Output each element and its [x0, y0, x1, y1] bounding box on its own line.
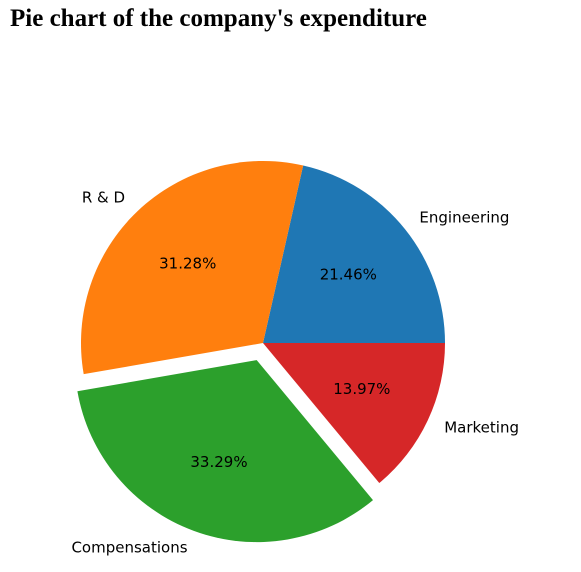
slice-label: Compensations	[71, 538, 187, 556]
pie-slice	[77, 360, 373, 543]
slice-label: Marketing	[444, 419, 519, 437]
slice-label: Engineering	[419, 209, 509, 227]
percent-label: 13.97%	[333, 380, 390, 398]
pie-slice	[80, 161, 304, 375]
chart-title: Pie chart of the company's expenditure	[10, 5, 427, 32]
pie-slice	[263, 165, 445, 343]
percent-label: 33.29%	[190, 453, 247, 471]
pie-slice	[263, 343, 445, 484]
percent-label: 21.46%	[320, 265, 377, 283]
slice-label: R & D	[82, 188, 125, 206]
percent-label: 31.28%	[159, 254, 216, 272]
